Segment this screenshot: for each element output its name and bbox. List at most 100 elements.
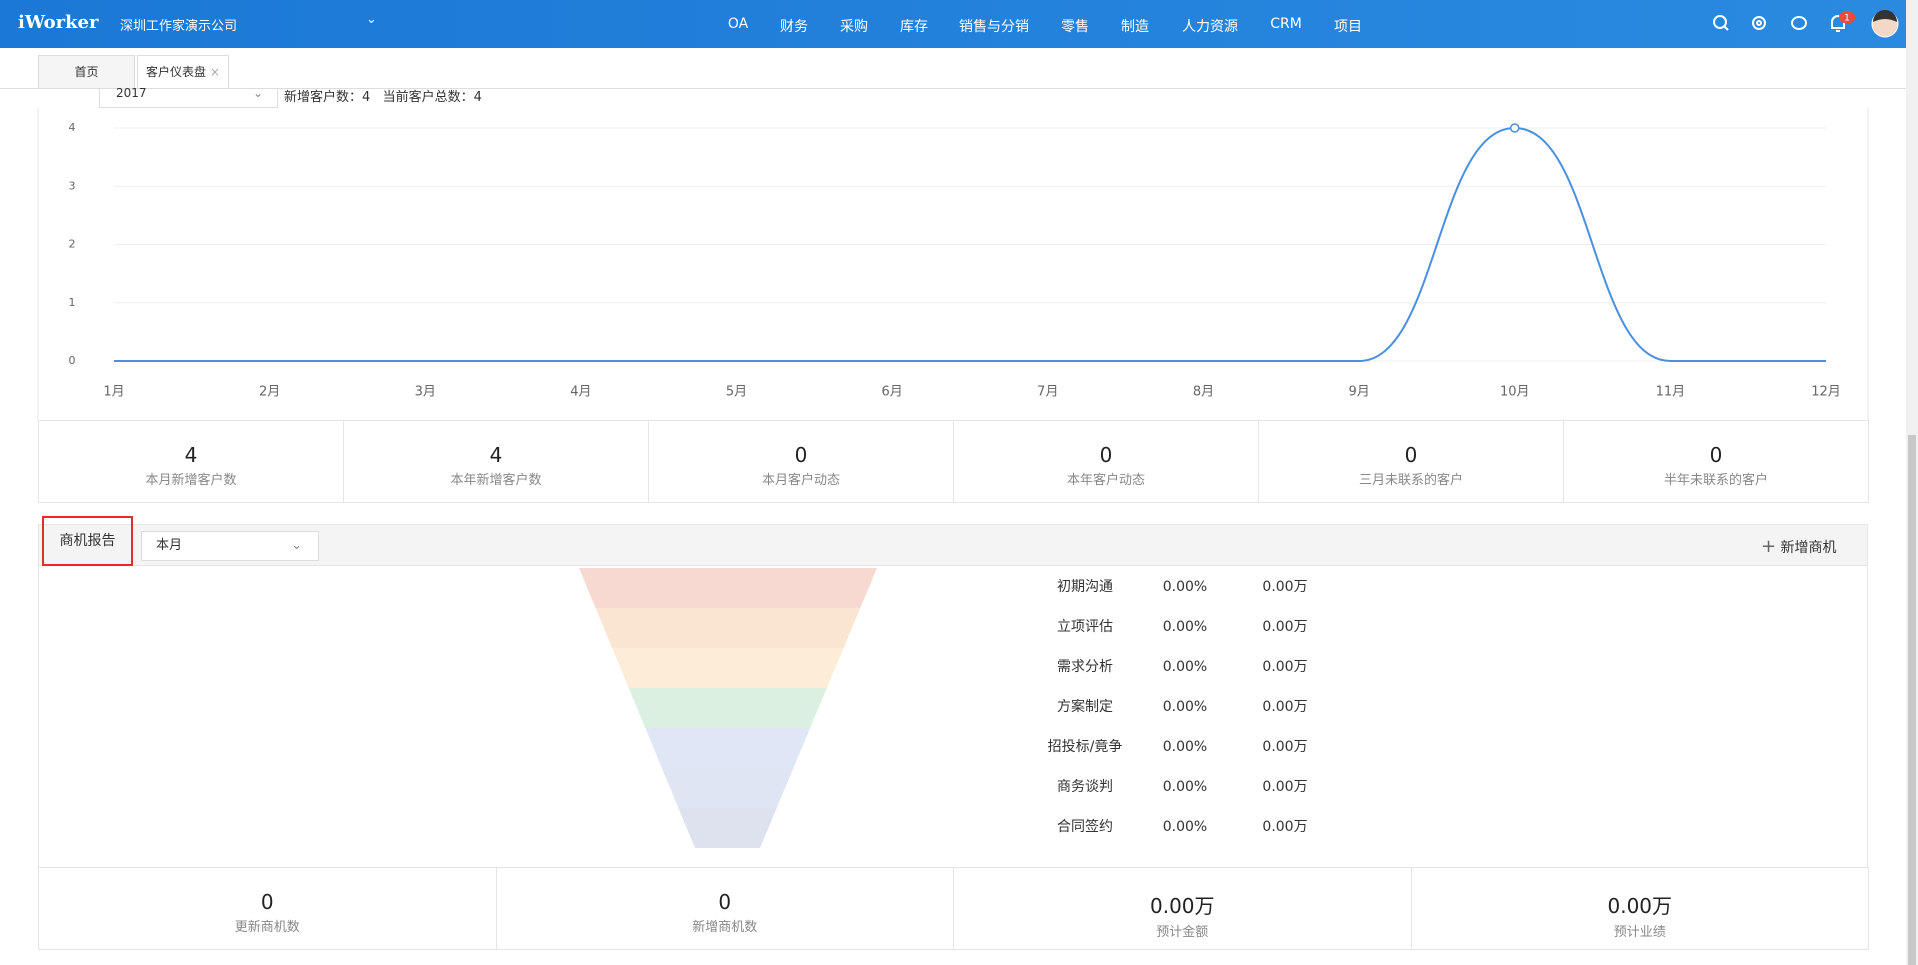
- nav-item[interactable]: 财务: [780, 19, 808, 35]
- scrollbar: [1906, 0, 1918, 965]
- badge-count: 1: [1844, 14, 1850, 24]
- stat-label: 更新商机数: [234, 920, 300, 935]
- company[interactable]: 深圳工作家演示公司: [120, 19, 238, 34]
- stat-value: 0: [1404, 443, 1418, 467]
- x-tick-label: 6月: [882, 385, 903, 400]
- nav-item[interactable]: 采购: [840, 19, 868, 35]
- logo[interactable]: iWorker: [18, 12, 99, 33]
- summary: 新增客户数：4 当前客户总数：4: [284, 90, 482, 105]
- stage-name: 招投标/竟争: [1048, 739, 1123, 755]
- stat-cell: 0 更新商机数: [38, 867, 497, 950]
- stage-amount: 0.00万: [1262, 579, 1307, 595]
- year-select[interactable]: 2017 ⌄: [99, 86, 278, 108]
- stage-amount: 0.00万: [1262, 699, 1307, 715]
- stage-name: 商务谈判: [1057, 779, 1113, 795]
- stage-name: 立项评估: [1057, 619, 1113, 635]
- x-tick-label: 11月: [1656, 385, 1686, 400]
- stat-cell: 0 新增商机数: [495, 867, 954, 950]
- stat-label: 本月客户动态: [761, 473, 840, 488]
- x-tick-label: 3月: [415, 385, 436, 400]
- company-dropdown[interactable]: ⌄: [366, 12, 377, 27]
- funnel-layer: [595, 608, 861, 648]
- stat-value: 0: [1709, 443, 1723, 467]
- settings-icon[interactable]: [1752, 16, 1766, 30]
- funnel-layer: [645, 728, 811, 768]
- stat-cell: 4 本年新增客户数: [343, 420, 649, 503]
- nav-item[interactable]: CRM: [1270, 16, 1302, 32]
- peak-marker: [1509, 123, 1520, 133]
- stat-cell: 0 本年客户动态: [953, 420, 1259, 503]
- add-label: 新增商机: [1780, 540, 1837, 556]
- stage-amount: 0.00万: [1262, 619, 1307, 635]
- stat-value: 0.00万: [1149, 894, 1215, 918]
- stat-label: 预计业绩: [1613, 925, 1666, 940]
- nav-item[interactable]: OA: [727, 16, 749, 32]
- stat-label: 本月新增客户数: [145, 473, 237, 488]
- y-tick-label: 1: [69, 296, 76, 309]
- nav-item[interactable]: 项目: [1334, 19, 1362, 35]
- stage-rate: 0.00%: [1163, 819, 1207, 835]
- chat-icon[interactable]: [1791, 16, 1807, 30]
- nav-item[interactable]: 零售: [1061, 19, 1089, 35]
- x-tick-label: 12月: [1811, 385, 1841, 400]
- x-tick-label: 7月: [1037, 385, 1058, 400]
- nav-item[interactable]: 制造: [1121, 19, 1149, 35]
- funnel-layer: [678, 808, 777, 848]
- stage-name: 合同签约: [1057, 818, 1113, 835]
- stat-label: 新增商机数: [692, 920, 758, 935]
- y-tick-label: 2: [69, 238, 76, 251]
- stat-value: 0: [1099, 443, 1113, 467]
- tab-active[interactable]: 客户仪表盘 ×: [137, 55, 229, 88]
- funnel-layer: [661, 768, 794, 808]
- stat-cell: 0.00万预计业绩: [1410, 867, 1869, 950]
- year: 2017: [116, 86, 147, 100]
- add-opportunity[interactable]: + 新增商机: [1761, 536, 1837, 557]
- stage-name: 需求分析: [1057, 659, 1113, 675]
- stat-label: 半年未联系的客户: [1663, 473, 1768, 488]
- stage-amount: 0.00万: [1262, 779, 1307, 795]
- x-tick-label: 4月: [570, 385, 591, 400]
- search-icon[interactable]: [1713, 15, 1727, 29]
- tab-divider: [0, 88, 1906, 89]
- stat-label: 三月未联系的客户: [1358, 473, 1463, 488]
- badge: [1839, 12, 1855, 23]
- stat-cell: 0 本月客户动态: [648, 420, 954, 503]
- x-tick-label: 5月: [726, 385, 747, 400]
- stage-rate: 0.00%: [1163, 699, 1207, 715]
- funnel-layer: [628, 688, 827, 728]
- stage-amount: 0.00万: [1262, 819, 1307, 835]
- stage-amount: 0.00万: [1262, 659, 1307, 675]
- x-tick-label: 9月: [1348, 385, 1369, 400]
- stat-cell: 0 三月未联系的客户: [1258, 420, 1564, 503]
- stat-value: 4: [184, 443, 198, 467]
- nav-item[interactable]: 销售与分销: [959, 19, 1029, 35]
- stat-value: 0: [718, 890, 732, 914]
- stat-label: 本年客户动态: [1066, 473, 1145, 488]
- stage-name: 初期沟通: [1057, 578, 1113, 595]
- line-series: [114, 126, 1826, 363]
- section-header: [38, 524, 1868, 566]
- tab[interactable]: 首页: [38, 55, 135, 88]
- stat-value: 0.00万: [1607, 894, 1673, 918]
- stage-rate: 0.00%: [1163, 779, 1207, 795]
- y-tick-label: 3: [69, 179, 76, 192]
- stage-rate: 0.00%: [1163, 659, 1207, 675]
- stat-label: 预计金额: [1156, 925, 1209, 940]
- section-title: 商机报告: [42, 516, 133, 566]
- stat-value: 0: [794, 443, 808, 467]
- nav-item[interactable]: 库存: [900, 19, 928, 35]
- stat-cell: 0 半年未联系的客户: [1563, 420, 1869, 503]
- x-tick-label: 10月: [1500, 385, 1530, 400]
- period-select[interactable]: 本月 ⌄: [141, 531, 319, 561]
- stat-cell: 4 本月新增客户数: [38, 420, 344, 503]
- y-tick-label: 4: [69, 121, 76, 134]
- scroll-thumb[interactable]: [1908, 435, 1916, 965]
- nav-item[interactable]: 人力资源: [1182, 19, 1238, 35]
- top-bar: iWorker 深圳工作家演示公司 ⌄ 1 OA 财务 采购 库存 销售与分销 零售 制造 人…: [0, 0, 1918, 48]
- period: 本月: [156, 538, 183, 553]
- x-tick-label: 8月: [1193, 385, 1214, 400]
- stage-rate: 0.00%: [1163, 619, 1207, 635]
- y-tick-label: 0: [69, 354, 76, 367]
